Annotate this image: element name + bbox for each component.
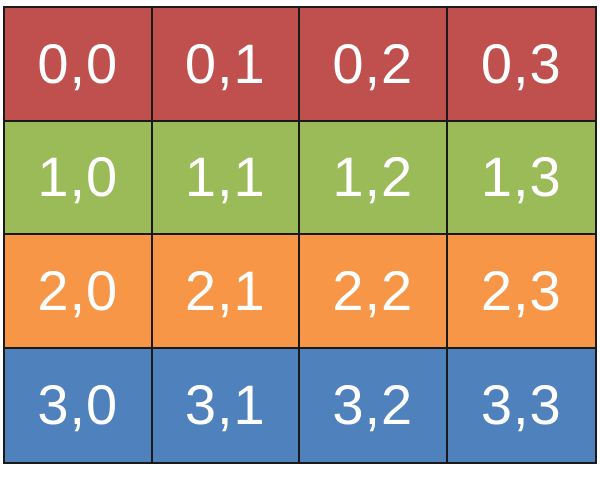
grid-cell-0-1: 0,1 xyxy=(152,8,300,122)
grid-cell-3-0: 3,0 xyxy=(5,348,153,462)
grid-cell-2-1: 2,1 xyxy=(152,235,300,349)
grid-cell-0-3: 0,3 xyxy=(447,8,595,122)
grid-cell-1-1: 1,1 xyxy=(152,121,300,235)
grid-cell-3-2: 3,2 xyxy=(300,348,448,462)
grid-cell-2-2: 2,2 xyxy=(300,235,448,349)
grid-cell-2-3: 2,3 xyxy=(447,235,595,349)
grid-cell-1-0: 1,0 xyxy=(5,121,153,235)
coordinate-grid: 0,0 0,1 0,2 0,3 1,0 1,1 1,2 1,3 2,0 2,1 … xyxy=(3,6,597,464)
grid-cell-1-2: 1,2 xyxy=(300,121,448,235)
grid-cell-3-3: 3,3 xyxy=(447,348,595,462)
grid-cell-1-3: 1,3 xyxy=(447,121,595,235)
grid-cell-0-0: 0,0 xyxy=(5,8,153,122)
grid-cell-0-2: 0,2 xyxy=(300,8,448,122)
grid-cell-3-1: 3,1 xyxy=(152,348,300,462)
grid-cell-2-0: 2,0 xyxy=(5,235,153,349)
